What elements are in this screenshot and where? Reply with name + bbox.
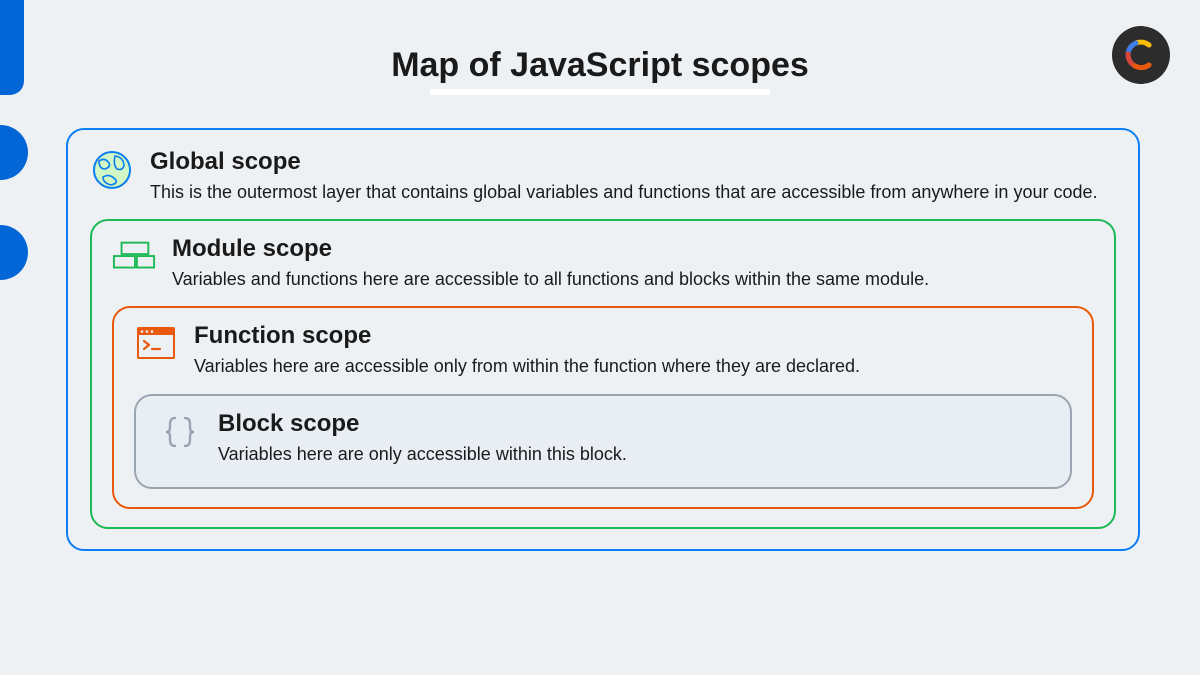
globe-icon (90, 148, 134, 192)
title-underline (430, 89, 770, 95)
function-scope-header: Function scope Variables here are access… (134, 322, 1072, 379)
global-scope-header: Global scope This is the outermost layer… (90, 148, 1116, 205)
block-scope-box: Block scope Variables here are only acce… (134, 394, 1072, 489)
function-scope-title: Function scope (194, 322, 1072, 350)
decorative-blob (0, 225, 28, 280)
module-scope-box: Module scope Variables and functions her… (90, 219, 1116, 529)
scopes-diagram: Global scope This is the outermost layer… (66, 128, 1140, 645)
page-title: Map of JavaScript scopes (0, 0, 1200, 85)
block-scope-desc: Variables here are only accessible withi… (218, 442, 1048, 467)
block-scope-title: Block scope (218, 410, 1048, 438)
function-scope-desc: Variables here are accessible only from … (194, 354, 1072, 379)
braces-icon (158, 410, 202, 454)
decorative-blob (0, 125, 28, 180)
terminal-icon (134, 322, 178, 366)
bricks-icon (112, 235, 156, 279)
module-scope-title: Module scope (172, 235, 1094, 263)
module-scope-desc: Variables and functions here are accessi… (172, 267, 1094, 292)
global-scope-box: Global scope This is the outermost layer… (66, 128, 1140, 551)
module-scope-header: Module scope Variables and functions her… (112, 235, 1094, 292)
function-scope-box: Function scope Variables here are access… (112, 306, 1094, 508)
block-scope-header: Block scope Variables here are only acce… (158, 410, 1048, 467)
global-scope-desc: This is the outermost layer that contain… (150, 180, 1116, 205)
global-scope-title: Global scope (150, 148, 1116, 176)
